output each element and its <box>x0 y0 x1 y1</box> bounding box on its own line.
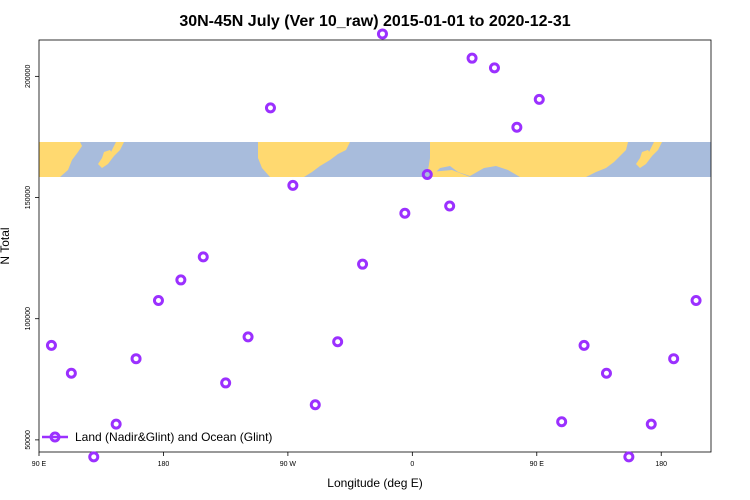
map-land-japan-islands <box>110 142 124 158</box>
data-point <box>600 367 612 379</box>
data-point <box>287 179 299 191</box>
data-point <box>309 399 321 411</box>
legend-label: Land (Nadir&Glint) and Ocean (Glint) <box>75 430 272 444</box>
map-land-japan-islands-east <box>648 142 662 158</box>
map-land-japan-korea-east <box>636 150 652 168</box>
data-point <box>357 258 369 270</box>
data-point <box>45 339 57 351</box>
y-tick-label: 50000 <box>25 430 32 450</box>
data-point <box>175 274 187 286</box>
map-land-japan-korea <box>98 150 114 168</box>
world-map-band <box>39 142 711 177</box>
x-tick-label: 180 <box>655 461 667 468</box>
y-tick-label: 100000 <box>25 307 32 330</box>
data-point <box>332 336 344 348</box>
data-point <box>399 207 411 219</box>
data-point <box>668 353 680 365</box>
x-tick-label: 0 <box>410 461 414 468</box>
data-point <box>65 367 77 379</box>
map-land-asia-west <box>39 142 82 177</box>
x-tick-label: 90 E <box>32 461 47 468</box>
map-land-europe-asia <box>428 142 628 177</box>
data-point <box>130 353 142 365</box>
y-axis: 50000 100000 150000 200000 <box>25 65 39 450</box>
x-axis-label: Longitude (deg E) <box>327 476 422 490</box>
data-point <box>690 295 702 307</box>
map-land-north-america <box>258 142 350 177</box>
data-point <box>556 416 568 428</box>
data-point <box>466 52 478 64</box>
chart-title: 30N-45N July (Ver 10_raw) 2015-01-01 to … <box>179 13 570 30</box>
x-tick-label: 180 <box>158 461 170 468</box>
data-point <box>110 418 122 430</box>
data-point <box>152 295 164 307</box>
y-axis-label: N Total <box>0 227 12 264</box>
data-point <box>488 62 500 74</box>
data-point <box>511 121 523 133</box>
y-tick-label: 200000 <box>25 65 32 88</box>
data-points <box>45 28 702 463</box>
data-point <box>533 93 545 105</box>
data-point <box>88 451 100 463</box>
data-point <box>645 418 657 430</box>
x-tick-label: 90 W <box>280 461 297 468</box>
map-land-africa-north <box>430 170 470 177</box>
data-point <box>376 28 388 40</box>
x-axis: 90 E 180 90 W 0 90 E 180 <box>32 452 667 468</box>
data-point <box>220 377 232 389</box>
x-tick-label: 90 E <box>530 461 545 468</box>
data-point <box>264 102 276 114</box>
data-point <box>444 200 456 212</box>
data-point <box>421 169 433 181</box>
data-point <box>242 331 254 343</box>
y-tick-label: 150000 <box>25 186 32 209</box>
plot-frame <box>38 39 712 453</box>
data-point <box>623 451 635 463</box>
data-point <box>578 339 590 351</box>
legend: Land (Nadir&Glint) and Ocean (Glint) <box>42 430 272 444</box>
data-point <box>197 251 209 263</box>
legend-marker <box>49 431 61 443</box>
